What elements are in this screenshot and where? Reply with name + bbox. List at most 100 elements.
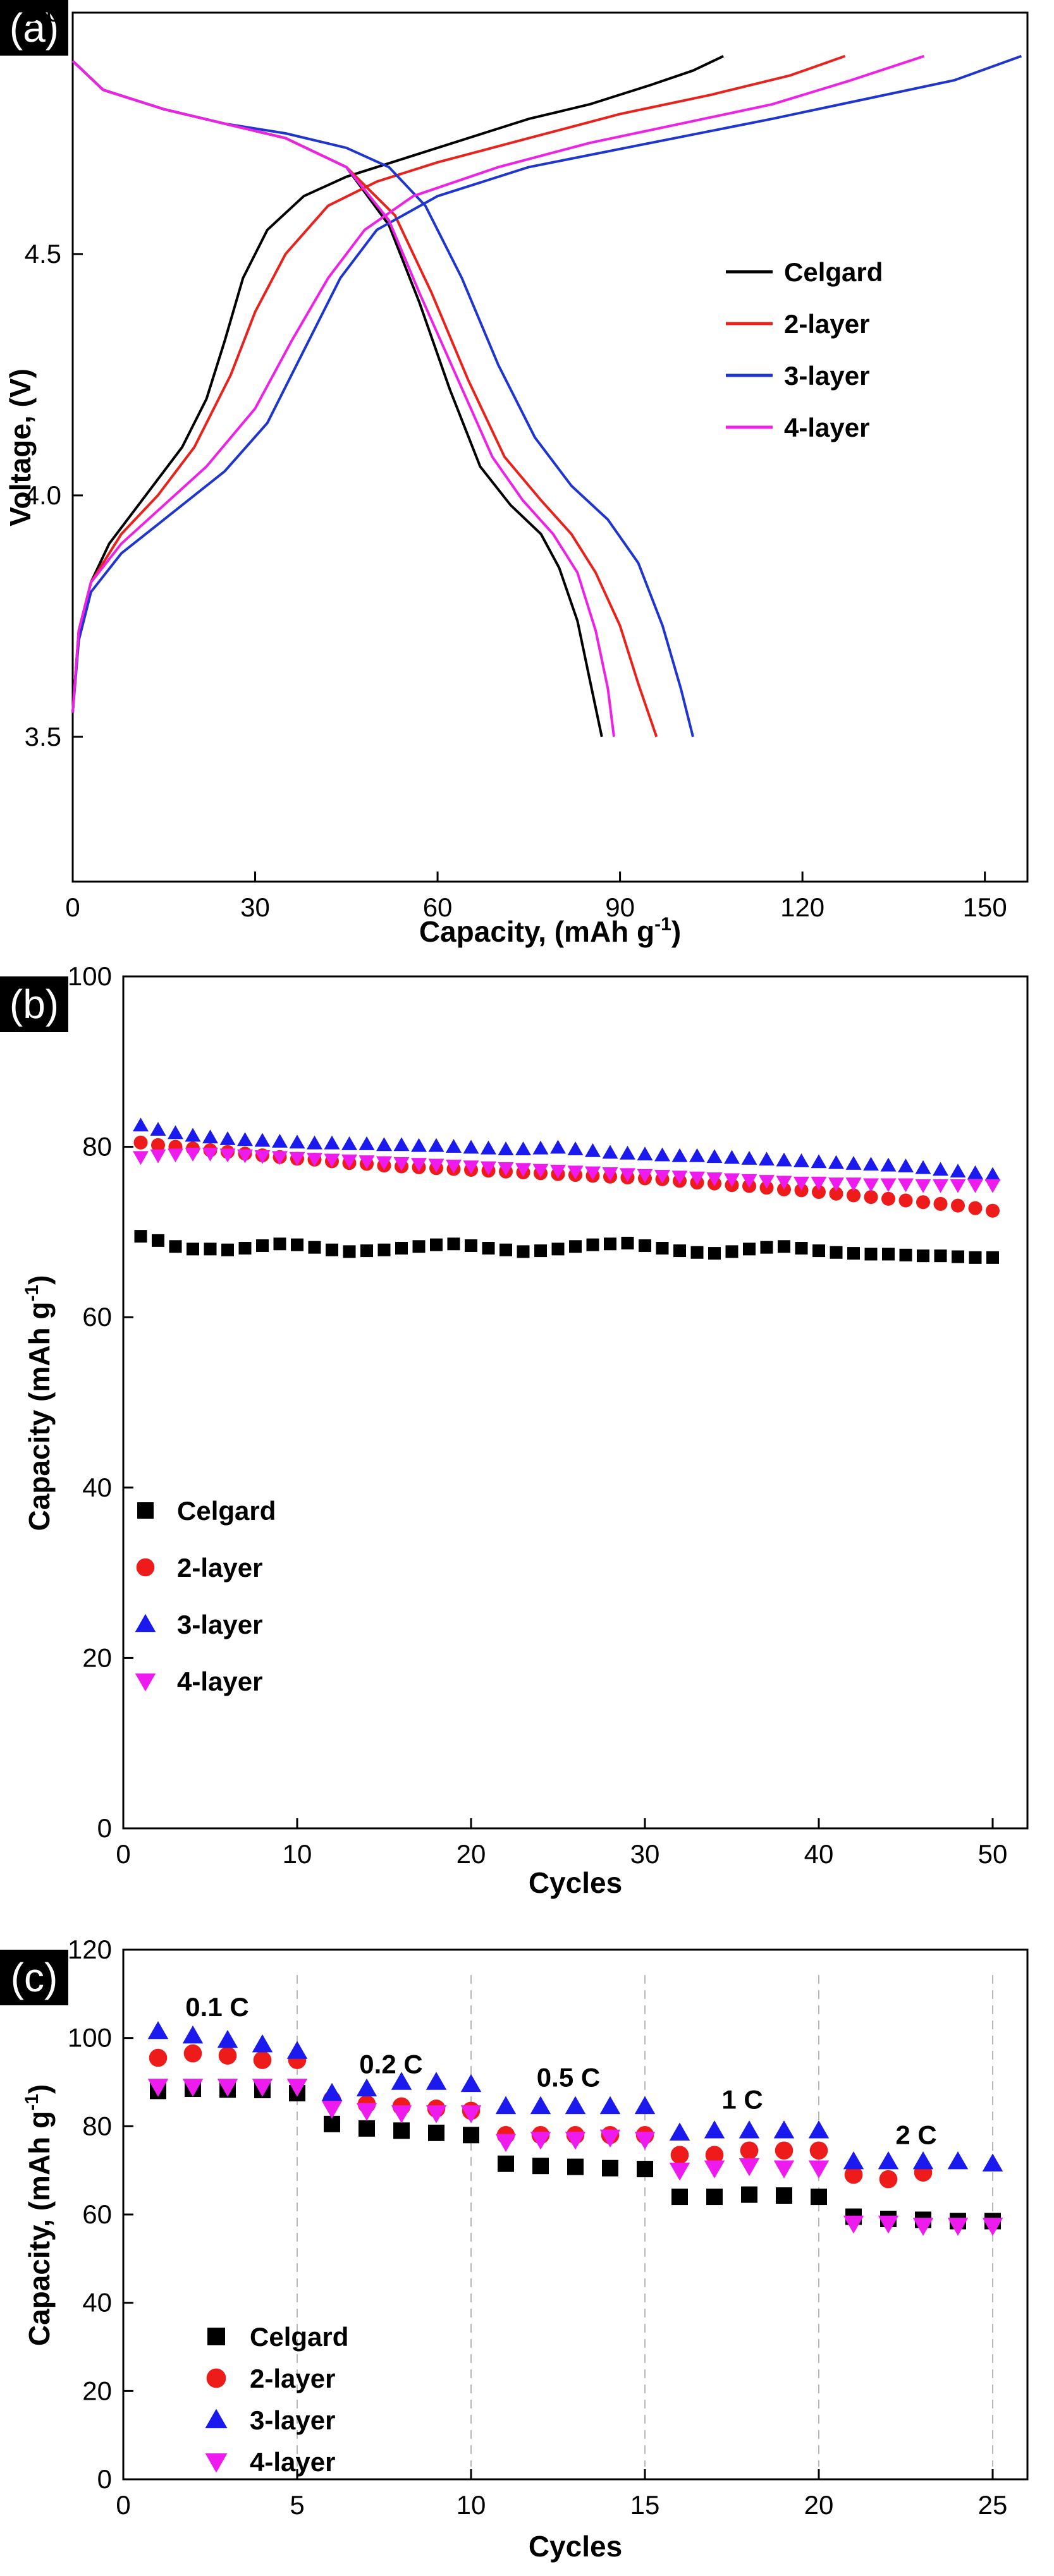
panel-a-label: (a) bbox=[9, 5, 59, 51]
series-3layer-point bbox=[776, 1152, 792, 1167]
series-4layer-point bbox=[878, 2215, 899, 2234]
series-3layer-point bbox=[324, 1135, 340, 1150]
panel-b-y-tick-label: 0 bbox=[97, 1813, 112, 1843]
series-celgard-point bbox=[482, 1242, 495, 1255]
series-3layer-point bbox=[481, 1140, 496, 1155]
series-2layer-point bbox=[898, 1193, 913, 1208]
series-4layer-point bbox=[863, 1178, 879, 1193]
series-2layer-point bbox=[740, 2141, 759, 2160]
series-celgard-point bbox=[952, 1250, 964, 1263]
panel-c-y-tick-label: 40 bbox=[82, 2288, 112, 2318]
series-3layer-point bbox=[133, 1117, 149, 1132]
series-3layer-point bbox=[967, 1165, 983, 1179]
series-4layer-point bbox=[811, 1176, 827, 1191]
series-2layer-point bbox=[916, 1195, 930, 1210]
series-4layer-point bbox=[982, 2218, 1003, 2236]
series-celgard-point bbox=[811, 2189, 827, 2206]
series-4layer-point bbox=[446, 1159, 462, 1174]
series-celgard-point bbox=[308, 1241, 321, 1254]
series-2layer-point bbox=[253, 2051, 272, 2069]
series-4layer-point bbox=[620, 1168, 635, 1182]
series-3layer-point bbox=[321, 2082, 343, 2101]
series-celgard-point bbox=[864, 1248, 878, 1261]
series-2layer-point bbox=[151, 1138, 165, 1152]
series-4layer-point bbox=[738, 2158, 760, 2177]
series-4layer-point bbox=[808, 2160, 830, 2178]
series-celgard-point bbox=[917, 1249, 929, 1263]
series-3layer-point bbox=[671, 1148, 688, 1162]
legend-b-celgard-label: Celgard bbox=[177, 1496, 276, 1526]
series-3layer-point bbox=[411, 1138, 427, 1152]
series-celgard-point bbox=[743, 1242, 756, 1256]
series-3layer-point bbox=[567, 1141, 584, 1156]
panel-c-y-ticks: 0 20 40 60 80 100 120 bbox=[68, 1935, 133, 2494]
series-3layer-point bbox=[550, 1139, 566, 1154]
panel-c-x-axis-title: Cycles bbox=[529, 2530, 622, 2563]
legend-c-celgard-label: Celgard bbox=[250, 2322, 348, 2352]
legend-b-4layer-marker bbox=[135, 1673, 156, 1692]
legend-b-2layer-label: 2-layer bbox=[177, 1553, 262, 1583]
series-3layer-point bbox=[599, 2096, 621, 2115]
series-celgard-point bbox=[412, 1240, 426, 1253]
series-celgard-point bbox=[238, 1242, 252, 1255]
panel-b: (b) 0 10 20 30 40 50 0 20 40 60 80 100 Cycles Capa… bbox=[0, 961, 1029, 1899]
series-celgard-point bbox=[532, 2158, 549, 2175]
series-celgard-point bbox=[725, 1245, 738, 1258]
legend-c-2layer-label: 2-layer bbox=[250, 2364, 335, 2393]
series-celgard-point bbox=[430, 1238, 443, 1251]
panel-c-y-axis-title: Capacity, (mAh g-1) bbox=[21, 2084, 56, 2346]
panel-a-x-axis-title: Capacity, (mAh g-1) bbox=[419, 914, 681, 948]
series-2layer-point bbox=[844, 2165, 863, 2184]
series-celgard-point bbox=[569, 1240, 582, 1253]
panel-b-y-tick-label: 40 bbox=[82, 1473, 112, 1502]
series-celgard-point bbox=[291, 1238, 303, 1251]
series-4layer-point bbox=[376, 1156, 392, 1170]
series-3layer-point bbox=[182, 2025, 204, 2044]
series-2layer-point bbox=[864, 1190, 878, 1205]
series-3layer-point bbox=[982, 2153, 1003, 2172]
series-3layer-point bbox=[773, 2120, 795, 2139]
panel-b-x-ticks: 0 10 20 30 40 50 bbox=[116, 1818, 1007, 1869]
series-2layer-point bbox=[812, 1185, 826, 1200]
series-2layer-point bbox=[705, 2146, 724, 2165]
series-3layer-point bbox=[446, 1139, 462, 1153]
panel-a-x-tick-label: 150 bbox=[963, 892, 1007, 922]
series-4layer-point bbox=[654, 1170, 670, 1184]
series-4layer-point bbox=[602, 1167, 618, 1181]
series-4layer-point bbox=[272, 1151, 288, 1165]
panel-b-x-axis-title: Cycles bbox=[529, 1866, 622, 1899]
rate-label: 0.2 C bbox=[359, 2050, 422, 2079]
series-celgard-point bbox=[395, 1242, 408, 1255]
series-celgard-point bbox=[656, 1242, 669, 1255]
panel-a-y-ticks: 3.5 4.0 4.5 5.0 bbox=[25, 0, 83, 751]
series-2layer-point bbox=[149, 2048, 168, 2067]
series-celgard-point bbox=[847, 1247, 860, 1260]
series-3layer-point bbox=[915, 1160, 931, 1174]
series-4layer-charge-line bbox=[71, 54, 925, 713]
series-celgard-point bbox=[358, 2120, 375, 2137]
series-3layer-point bbox=[759, 1151, 775, 1166]
series-3layer-point bbox=[620, 1145, 635, 1160]
series-3layer-point bbox=[706, 1149, 723, 1163]
series-3layer-point bbox=[307, 1135, 322, 1150]
panel-b-legend: Celgard 2-layer 3-layer 4-layer bbox=[135, 1496, 276, 1696]
series-4layer-point bbox=[252, 2079, 273, 2097]
series-4layer-point bbox=[828, 1177, 844, 1192]
panel-c-x-tick-label: 15 bbox=[630, 2490, 660, 2520]
rate-label: 1 C bbox=[721, 2084, 763, 2114]
series-4layer-point bbox=[967, 1179, 983, 1193]
series-4layer-point bbox=[147, 2079, 169, 2097]
series-3layer-point bbox=[426, 2072, 447, 2090]
series-4layer-point bbox=[950, 1179, 966, 1193]
panel-c-rate-labels: 0.1 C 0.2 C 0.5 C 1 C 2 C bbox=[185, 1992, 936, 2150]
series-celgard-point bbox=[499, 1243, 512, 1256]
rate-label: 0.5 C bbox=[537, 2062, 600, 2092]
series-celgard-point bbox=[567, 2158, 584, 2175]
series-2layer-point bbox=[670, 2146, 689, 2165]
series-3layer-point bbox=[654, 1147, 670, 1162]
legend-c-3layer-marker bbox=[205, 2409, 228, 2429]
series-4layer-point bbox=[912, 2218, 934, 2236]
series-3layer-point bbox=[947, 2151, 969, 2170]
series-3layer-point bbox=[254, 1133, 271, 1147]
series-3layer-point bbox=[460, 2074, 482, 2093]
